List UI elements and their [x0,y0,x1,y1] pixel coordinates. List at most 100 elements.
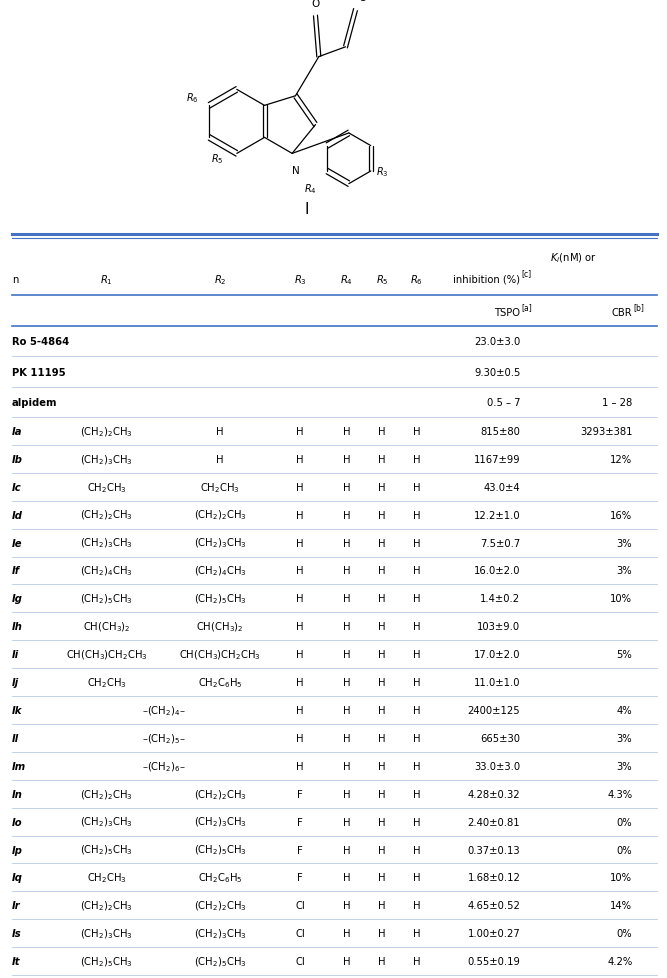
Text: 14%: 14% [610,901,632,911]
Text: Ie: Ie [12,538,23,548]
Text: H: H [378,928,386,938]
Text: 23.0±3.0: 23.0±3.0 [474,336,520,347]
Text: H: H [413,594,421,603]
Text: (CH$_2$)$_2$CH$_3$: (CH$_2$)$_2$CH$_3$ [81,509,133,522]
Text: CH$_2$CH$_3$: CH$_2$CH$_3$ [200,480,240,494]
Text: (CH$_2$)$_2$CH$_3$: (CH$_2$)$_2$CH$_3$ [194,509,246,522]
Text: CH$_2$CH$_3$: CH$_2$CH$_3$ [87,870,127,884]
Text: $R_5$: $R_5$ [376,273,389,287]
Text: –(CH$_2$)$_5$–: –(CH$_2$)$_5$– [141,732,185,745]
Text: H: H [413,705,421,715]
Text: If: If [12,566,20,576]
Text: Ih: Ih [12,622,23,632]
Text: H: H [413,789,421,799]
Text: alpidem: alpidem [12,397,57,408]
Text: 33.0±3.0: 33.0±3.0 [474,761,520,771]
Text: 5%: 5% [616,649,632,659]
Text: H: H [378,649,386,659]
Text: Ik: Ik [12,705,23,715]
Text: H: H [343,928,351,938]
Text: Ir: Ir [12,901,21,911]
Text: n: n [12,275,19,285]
Text: H: H [378,566,386,576]
Text: (CH$_2$)$_2$CH$_3$: (CH$_2$)$_2$CH$_3$ [81,424,133,438]
Text: H: H [296,649,304,659]
Text: $K_i$(nM) or: $K_i$(nM) or [550,251,597,265]
Text: H: H [413,511,421,520]
Text: H: H [378,817,386,826]
Text: H: H [378,734,386,743]
Text: H: H [378,538,386,548]
Text: Cl: Cl [295,928,305,938]
Text: Im: Im [12,761,26,771]
Text: 1.68±0.12: 1.68±0.12 [468,872,520,882]
Text: 2.40±0.81: 2.40±0.81 [468,817,520,826]
Text: F: F [297,817,303,826]
Text: H: H [413,956,421,966]
Text: H: H [343,538,351,548]
Text: 3293±381: 3293±381 [580,426,632,436]
Text: H: H [296,426,304,436]
Text: 0%: 0% [617,845,632,855]
Text: (CH$_2$)$_3$CH$_3$: (CH$_2$)$_3$CH$_3$ [194,926,246,940]
Text: 17.0±2.0: 17.0±2.0 [474,649,520,659]
Text: H: H [413,734,421,743]
Text: 0.5 – 7: 0.5 – 7 [487,397,520,408]
Text: 1.4±0.2: 1.4±0.2 [480,594,520,603]
Text: H: H [378,705,386,715]
Text: 4.2%: 4.2% [607,956,632,966]
Text: (CH$_2$)$_4$CH$_3$: (CH$_2$)$_4$CH$_3$ [81,564,133,578]
Text: H: H [343,649,351,659]
Text: H: H [296,455,304,465]
Text: H: H [378,594,386,603]
Text: CH(CH$_3$)$_2$: CH(CH$_3$)$_2$ [83,620,131,634]
Text: CH(CH$_3$)CH$_2$CH$_3$: CH(CH$_3$)CH$_2$CH$_3$ [179,647,261,661]
Text: H: H [413,928,421,938]
Text: H: H [378,511,386,520]
Text: H: H [296,761,304,771]
Text: 815±80: 815±80 [480,426,520,436]
Text: 9.30±0.5: 9.30±0.5 [474,367,520,378]
Text: [c]: [c] [522,269,532,279]
Text: H: H [413,649,421,659]
Text: H: H [343,734,351,743]
Text: 4.3%: 4.3% [607,789,632,799]
Text: 3%: 3% [617,566,632,576]
Text: Ic: Ic [12,482,21,492]
Text: $R_2$: $R_2$ [214,273,226,287]
Text: Ia: Ia [12,426,23,436]
Text: H: H [413,678,421,688]
Text: (CH$_2$)$_2$CH$_3$: (CH$_2$)$_2$CH$_3$ [81,899,133,912]
Text: 4.65±0.52: 4.65±0.52 [468,901,520,911]
Text: H: H [413,482,421,492]
Text: CH(CH$_3$)CH$_2$CH$_3$: CH(CH$_3$)CH$_2$CH$_3$ [66,647,147,661]
Text: H: H [413,538,421,548]
Text: Is: Is [12,928,22,938]
Text: 12.2±1.0: 12.2±1.0 [474,511,520,520]
Text: H: H [296,566,304,576]
Text: 10%: 10% [610,872,632,882]
Text: H: H [296,482,304,492]
Text: H: H [378,845,386,855]
Text: H: H [378,622,386,632]
Text: 103±9.0: 103±9.0 [477,622,520,632]
Text: H: H [343,482,351,492]
Text: PK 11195: PK 11195 [12,367,65,378]
Text: $R_1$: $R_1$ [100,273,113,287]
Text: 1167±99: 1167±99 [474,455,520,465]
Text: (CH$_2$)$_3$CH$_3$: (CH$_2$)$_3$CH$_3$ [194,536,246,550]
Text: H: H [343,872,351,882]
Text: 0%: 0% [617,817,632,826]
Text: 1.00±0.27: 1.00±0.27 [468,928,520,938]
Text: H: H [413,817,421,826]
Text: H: H [413,622,421,632]
Text: H: H [296,538,304,548]
Text: (CH$_2$)$_5$CH$_3$: (CH$_2$)$_5$CH$_3$ [81,843,133,857]
Text: 4.28±0.32: 4.28±0.32 [468,789,520,799]
Text: H: H [296,678,304,688]
Text: –(CH$_2$)$_4$–: –(CH$_2$)$_4$– [141,703,185,717]
Text: H: H [413,901,421,911]
Text: CH$_2$C$_6$H$_5$: CH$_2$C$_6$H$_5$ [198,676,242,689]
Text: 3%: 3% [617,538,632,548]
Text: H: H [378,426,386,436]
